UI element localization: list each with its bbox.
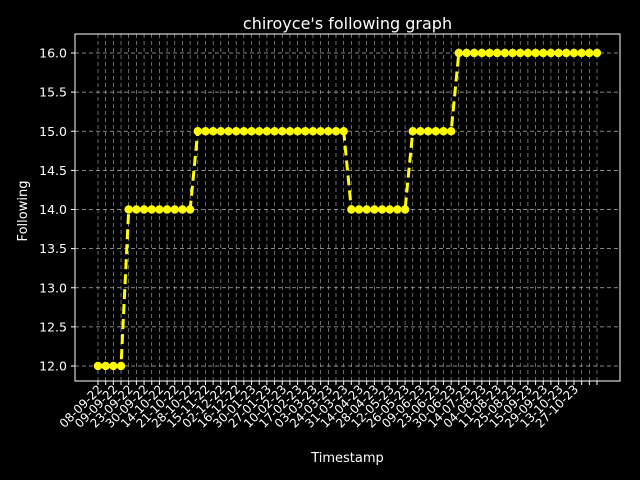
grid xyxy=(75,34,620,381)
data-point xyxy=(362,205,371,214)
data-point xyxy=(224,127,233,136)
y-tick-label: 13.5 xyxy=(39,241,67,256)
y-axis-label: Following xyxy=(16,181,31,242)
y-tick-label: 16.0 xyxy=(39,46,67,61)
data-point xyxy=(170,205,179,214)
data-point xyxy=(493,48,502,58)
data-point xyxy=(385,205,394,214)
data-point xyxy=(377,205,387,214)
data-point xyxy=(592,48,602,58)
data-point xyxy=(477,48,487,58)
data-point xyxy=(569,48,579,58)
data-point xyxy=(139,205,149,214)
data-point xyxy=(101,361,110,371)
data-point xyxy=(278,127,287,136)
data-point xyxy=(400,205,410,214)
data-point xyxy=(462,48,471,58)
data-point xyxy=(508,48,517,58)
data-point xyxy=(301,127,310,136)
data-point xyxy=(546,48,556,58)
y-tick-label: 15.5 xyxy=(39,85,67,100)
data-point xyxy=(208,127,218,136)
y-axis: 12.0 12.5 13.0 13.5 14.0 14.5 15.0 15.5 16.0 xyxy=(39,46,75,374)
data-point xyxy=(585,48,594,58)
y-tick-label: 12.0 xyxy=(39,359,67,374)
series-points xyxy=(93,48,602,371)
y-tick-label: 13.0 xyxy=(39,280,67,295)
data-point xyxy=(523,48,533,58)
data-point xyxy=(500,48,510,58)
data-point xyxy=(469,48,479,58)
data-point xyxy=(408,127,417,136)
data-point xyxy=(185,205,195,214)
data-point xyxy=(370,205,379,214)
data-point xyxy=(331,127,341,136)
data-point xyxy=(155,205,164,214)
data-point xyxy=(516,48,525,58)
data-point xyxy=(423,127,433,136)
data-point xyxy=(162,205,172,214)
data-point xyxy=(354,205,364,214)
y-tick-label: 15.0 xyxy=(39,124,67,139)
data-point xyxy=(262,127,272,136)
data-point xyxy=(439,127,448,136)
x-axis: 08-09-2209-09-2223-09-2230-09-2214-10-22… xyxy=(57,381,598,431)
data-point xyxy=(132,205,141,214)
data-point xyxy=(539,48,548,58)
data-point xyxy=(270,127,279,136)
data-point xyxy=(324,127,333,136)
data-point xyxy=(147,205,156,214)
data-point xyxy=(124,205,133,214)
data-point xyxy=(109,361,118,371)
data-point xyxy=(255,127,264,136)
data-point xyxy=(485,48,494,58)
data-point xyxy=(577,48,586,58)
chart-title: chiroyce's following graph xyxy=(243,14,452,33)
data-point xyxy=(446,127,456,136)
y-tick-label: 12.5 xyxy=(39,319,67,334)
data-point xyxy=(431,127,440,136)
data-point xyxy=(216,127,226,136)
data-point xyxy=(416,127,425,136)
data-point xyxy=(247,127,256,136)
data-point xyxy=(239,127,249,136)
x-axis-label: Timestamp xyxy=(310,451,384,466)
data-point xyxy=(178,205,187,214)
y-tick-label: 14.0 xyxy=(39,202,67,217)
data-point xyxy=(316,127,325,136)
data-point xyxy=(531,48,540,58)
data-point xyxy=(231,127,241,136)
data-point xyxy=(293,127,302,136)
data-point xyxy=(308,127,318,136)
data-point xyxy=(201,127,210,136)
data-point xyxy=(285,127,295,136)
data-point xyxy=(562,48,571,58)
data-point xyxy=(339,127,348,136)
plot-area-frame xyxy=(74,33,621,382)
data-point xyxy=(347,205,356,214)
data-point xyxy=(93,361,103,371)
data-point xyxy=(454,48,464,58)
data-point xyxy=(554,48,563,58)
data-point xyxy=(193,127,202,136)
data-point xyxy=(116,361,126,371)
data-point xyxy=(393,205,402,214)
y-tick-label: 14.5 xyxy=(39,163,67,178)
